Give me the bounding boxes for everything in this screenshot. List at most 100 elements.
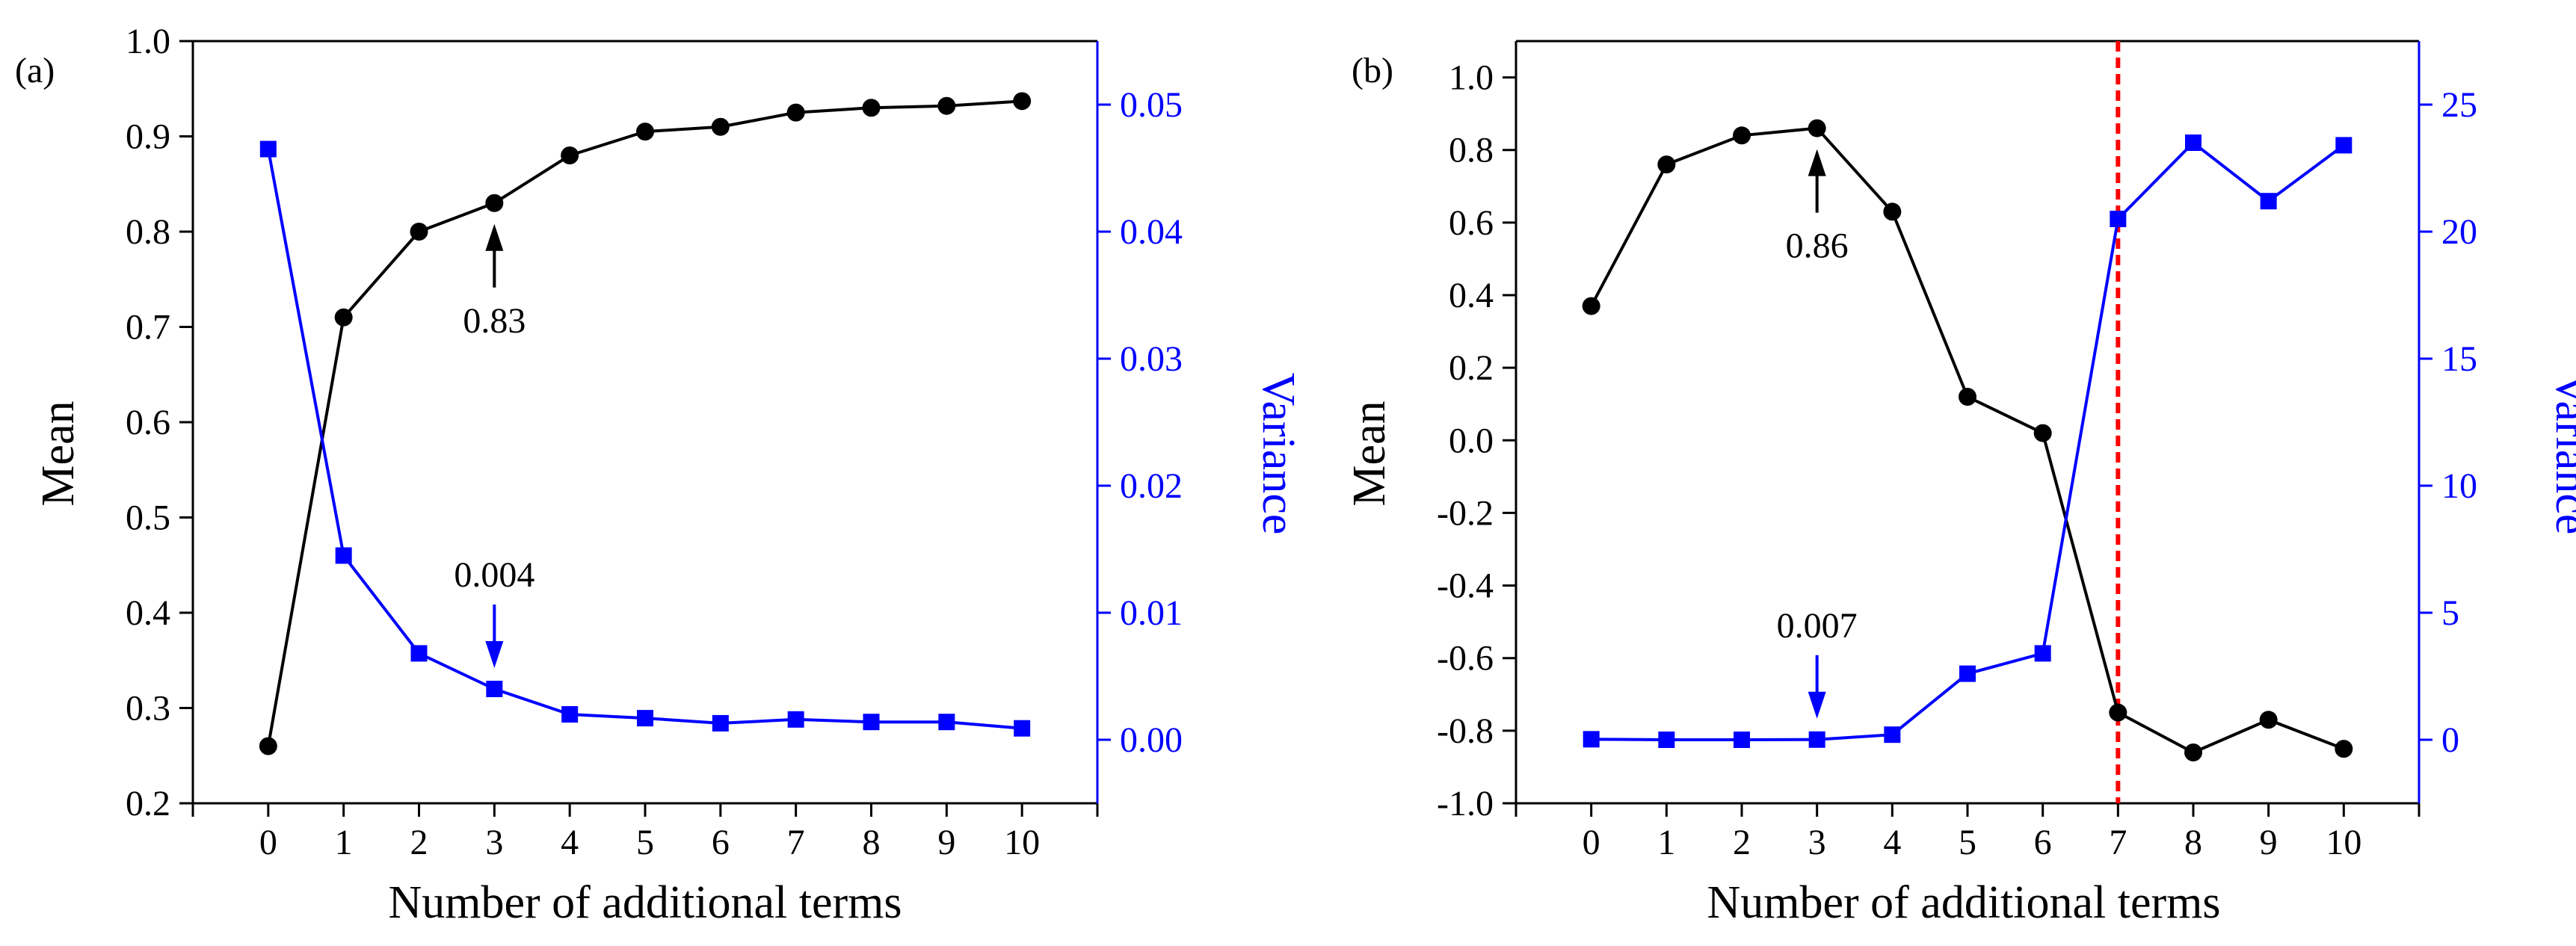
panel-b-mean-series-point [2259, 711, 2278, 729]
panel-b-x-label: Number of additional terms [1707, 877, 2221, 928]
panel-a-mean-series-point [259, 737, 277, 755]
panel-b-mean-series-point [2033, 424, 2052, 442]
panel-b-x-tick-label: 3 [1808, 823, 1826, 862]
panel-b-annotation-right-label: 0.007 [1777, 606, 1858, 646]
panel-b-x-tick-label: 1 [1657, 823, 1675, 862]
panel-b-x-tick-label: 5 [1959, 823, 1976, 862]
panel-b-mean-series-point [1733, 126, 1751, 145]
panel-a-mean-series-point [786, 103, 805, 122]
panel-a-variance-series-point [938, 714, 955, 731]
panel-a-variance-series-point [486, 681, 503, 697]
panel-b-variance-series-line [1591, 140, 2345, 741]
panel-b-left-y-tick-label: -0.4 [1437, 566, 1494, 606]
panel-a-left-y-tick-label: 0.6 [126, 403, 170, 442]
panel-b-right-y-tick-label: 20 [2441, 212, 2477, 252]
panel-a-x-tick-label: 8 [863, 823, 881, 862]
panel-a-mean-series-line [266, 99, 1023, 746]
panel-a-right-y-tick-label: 0.05 [1120, 85, 1183, 125]
panel-a-x-tick-label: 9 [937, 823, 955, 862]
panel-b-variance-series-point [1583, 731, 1600, 748]
panel-b-variance-series-point [2034, 645, 2051, 662]
panel-a-annotation-right-label: 0.004 [454, 555, 534, 595]
panel-b-x-tick-label: 4 [1883, 823, 1901, 862]
panel-b: (b) Number of additional terms Mean Vari… [1344, 40, 2576, 928]
panel-b-left-y-tick-label: -0.8 [1437, 711, 1494, 751]
panel-b-left-y-label: Mean [1344, 401, 1395, 506]
panel-b-variance-series-point [1734, 732, 1750, 748]
panel-a-right-y-label: Variance [1253, 373, 1304, 535]
panel-b-variance-series-point [2335, 137, 2352, 154]
panel-a-annotation-left-label: 0.83 [463, 301, 526, 341]
panel-b-variance-series-point [1808, 731, 1825, 748]
panel-b-right-y-tick-label: 25 [2441, 85, 2477, 125]
panel-b-annotation-left-arrow-head [1808, 149, 1826, 176]
panel-a-mean-series-point [636, 123, 654, 141]
panel-b-label: (b) [1352, 51, 1393, 90]
panel-a-label: (a) [15, 51, 55, 90]
panel-a-left-y-tick-label: 0.4 [126, 593, 170, 633]
panel-a-x-tick-label: 7 [787, 823, 805, 862]
panel-b-x-tick-label: 2 [1733, 823, 1751, 862]
panel-a-right-y-tick-label: 0.02 [1120, 466, 1183, 506]
panel-a-mean-series-point [410, 223, 428, 241]
panel-b-variance-series-point [1884, 726, 1901, 743]
panel-b-mean-series-point [1582, 297, 1600, 315]
panel-a-mean-series-point [711, 117, 730, 136]
panel-a-right-y-tick-label: 0.01 [1120, 593, 1183, 633]
panel-b-mean-series-line [1589, 126, 2345, 755]
panel-b-mean-series-point [2335, 740, 2353, 758]
panel-a-right-y-tick-label: 0.03 [1120, 339, 1183, 379]
panel-a-mean-series-point [937, 96, 956, 115]
panel-b-left-y-tick-label: 0.6 [1449, 203, 1494, 243]
panel-a-variance-series-point [561, 706, 579, 723]
panel-b-right-y-tick-label: 5 [2441, 593, 2459, 633]
panel-b-left-y-tick-label: -0.6 [1437, 639, 1494, 678]
panel-b-variance-series-point [2185, 135, 2201, 151]
panel-b-mean-series-point [1657, 155, 1676, 174]
panel-a-x-tick-label: 10 [1004, 823, 1040, 862]
panel-a-variance-series-point [863, 714, 880, 731]
panel-b-mean-series-point [1808, 119, 1826, 137]
panel-a-mean-series-point [862, 99, 881, 117]
panel-b-mean-series-point [2184, 743, 2202, 761]
panel-a-right-y-tick-label: 0.00 [1120, 720, 1183, 760]
panel-b-annotation-right-arrow-head [1808, 691, 1826, 719]
panel-a-variance-series-point [410, 645, 428, 662]
panel-a-variance-series-line [266, 149, 1023, 730]
panel-a-mean-series-point [334, 308, 353, 327]
panel-b-x-tick-label: 6 [2034, 823, 2052, 862]
panel-a-x-tick-label: 6 [712, 823, 730, 862]
panel-a-variance-series-point [335, 547, 352, 564]
panel-b-x-tick-label: 9 [2260, 823, 2278, 862]
panel-b-right-y-tick-label: 15 [2441, 339, 2477, 379]
panel-a-variance-series-point [637, 710, 653, 727]
panel-b-variance-series-point [2110, 211, 2127, 227]
panel-a-left-y-tick-label: 0.3 [126, 689, 170, 729]
panel-b-left-y-tick-label: 1.0 [1449, 58, 1494, 98]
panel-a-mean-series-point [561, 146, 579, 164]
panel-b-right-y-label: Variance [2546, 373, 2576, 535]
panel-b-left-y-tick-label: 0.0 [1449, 421, 1494, 460]
panel-a-variance-series-point [259, 140, 277, 158]
panel-b-x-tick-label: 10 [2326, 823, 2361, 862]
panel-b-left-y-tick-label: 0.2 [1449, 348, 1494, 388]
panel-a-mean-series-point [485, 194, 504, 212]
panel-b-mean-series-point [1883, 203, 1902, 221]
panel-a-right-y-tick-label: 0.04 [1120, 212, 1183, 252]
panel-a: (a) Number of additional terms Mean Vari… [15, 22, 1304, 928]
panel-a-x-tick-label: 0 [259, 823, 277, 862]
panel-b-right-y-tick-label: 10 [2441, 466, 2477, 506]
panel-b-left-y-tick-label: -1.0 [1437, 784, 1494, 823]
panel-a-left-y-tick-label: 0.8 [126, 212, 170, 252]
panel-b-x-tick-label: 7 [2109, 823, 2127, 862]
panel-b-left-y-tick-label: 0.8 [1449, 131, 1494, 170]
panel-b-left-y-tick-label: 0.4 [1449, 276, 1494, 315]
panel-a-x-tick-label: 1 [335, 823, 353, 862]
panel-a-x-label: Number of additional terms [389, 877, 902, 928]
panel-b-left-y-tick-label: -0.2 [1437, 493, 1494, 533]
panel-a-variance-series-point [787, 711, 804, 728]
panel-b-annotation-left-label: 0.86 [1786, 226, 1849, 266]
panel-a-x-tick-label: 4 [561, 823, 579, 862]
panel-b-variance-series-point [2260, 193, 2277, 210]
